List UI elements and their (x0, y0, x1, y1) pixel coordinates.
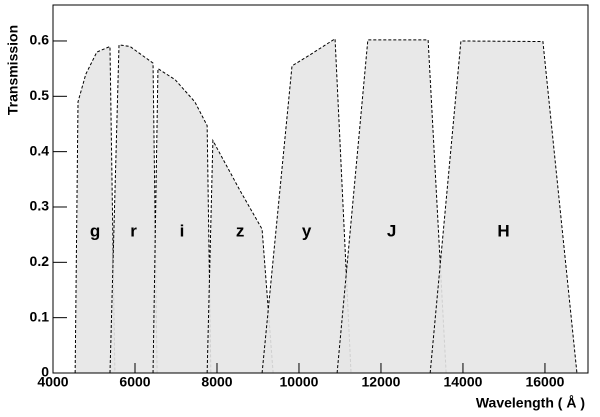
filter-curve (206, 138, 274, 374)
y-tick-label: 0 (41, 364, 49, 380)
plot-frame (52, 4, 589, 374)
series-label: H (497, 221, 509, 240)
x-tick-label: 16000 (525, 374, 564, 390)
series-label: g (90, 221, 100, 240)
x-tick-label: 10000 (280, 374, 319, 390)
series-label: i (180, 221, 185, 240)
y-tick-label: 0.5 (30, 87, 50, 103)
series-label: y (302, 221, 312, 240)
filter-curve (336, 39, 447, 374)
y-tick-label: 0.4 (30, 142, 50, 158)
filter-curve (74, 45, 116, 374)
x-axis-title: Wavelength ( Å ) (476, 395, 585, 411)
x-tick-label: 14000 (443, 374, 482, 390)
x-tick-label: 6000 (119, 374, 150, 390)
x-tick-label: 4000 (37, 374, 68, 390)
y-tick-label: 0.1 (30, 308, 50, 324)
y-tick-label: 0.3 (30, 198, 50, 214)
series-label: J (387, 221, 396, 240)
x-tick-label: 8000 (201, 374, 232, 390)
filter-curve (261, 37, 352, 374)
y-tick-label: 0.2 (30, 253, 50, 269)
y-axis-title: Transmission (5, 25, 21, 115)
filter-curve (152, 67, 212, 374)
series-label: z (236, 221, 245, 240)
y-tick-label: 0.6 (30, 32, 50, 48)
filter-curve (109, 44, 158, 374)
x-tick-label: 12000 (362, 374, 401, 390)
filter-curve (429, 40, 578, 374)
series-label: r (130, 221, 137, 240)
